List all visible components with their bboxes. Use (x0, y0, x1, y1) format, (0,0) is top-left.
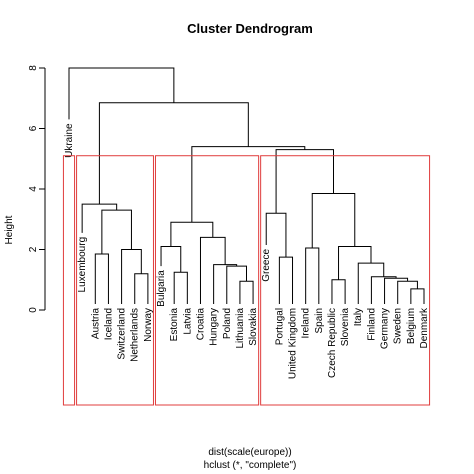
x-axis-label-line1: dist(scale(europe)) (208, 447, 291, 458)
leaf-label: Sweden (393, 308, 404, 344)
dendrogram-link-16 (410, 288, 425, 304)
y-axis-label: Height (4, 215, 15, 244)
leaf-label: United Kingdom (288, 308, 299, 379)
leaf-label: Belgium (406, 308, 417, 344)
dendrogram-link-22 (311, 193, 356, 248)
leaf-label: Luxembourg (77, 237, 88, 293)
chart-title: Cluster Dendrogram (187, 21, 313, 36)
dendrogram-link-7 (239, 280, 254, 304)
leaf-label: Denmark (419, 307, 430, 349)
dendrogram-link-15 (331, 279, 346, 304)
leaf-label: Germany (380, 308, 391, 349)
dendrogram-link-14 (305, 247, 320, 304)
leaf-label: Austria (90, 308, 101, 340)
cluster-box-3 (154, 155, 260, 406)
leaf-label: Croatia (195, 308, 206, 341)
leaf-label: Portugal (274, 308, 285, 345)
dendrogram-link-19 (370, 276, 397, 304)
y-tick-label: 8 (28, 65, 39, 71)
leaf-label: Ukraine (64, 123, 75, 158)
leaf-label: Switzerland (117, 308, 128, 360)
dendrogram-link-8 (226, 265, 247, 304)
dendrogram-link-26 (68, 67, 175, 120)
cluster-boxes (62, 155, 431, 406)
cluster-box-1 (62, 155, 76, 406)
dendrogram-link-0 (94, 253, 109, 304)
leaf-label: Czech Republic (327, 308, 338, 378)
dendrogram-link-6 (160, 245, 182, 273)
y-tick-label: 4 (28, 186, 39, 192)
leaf-label: Poland (222, 308, 233, 339)
dendrogram-link-11 (170, 221, 214, 247)
dendrogram-link-17 (397, 280, 418, 304)
dendrogram-link-24 (191, 146, 306, 223)
dendrogram-link-2 (121, 249, 142, 304)
cluster-box-2 (76, 155, 154, 406)
leaf-label: Spain (314, 308, 325, 334)
leaf-label: Lithuania (235, 308, 246, 349)
leaf-label: Ireland (301, 308, 312, 339)
dendrogram-link-9 (213, 264, 238, 304)
leaf-label: Greece (261, 249, 272, 282)
leaf-label: Slovakia (248, 308, 259, 346)
y-tick-label: 0 (28, 307, 39, 313)
x-axis-label-line2: hclust (*, "complete") (204, 460, 297, 471)
dendrogram-link-23 (275, 149, 335, 214)
dendrogram-link-12 (278, 256, 294, 304)
y-tick-label: 2 (28, 246, 39, 252)
dendrogram-link-1 (134, 273, 149, 304)
leaf-label: Hungary (209, 308, 220, 346)
dendrogram-links (68, 67, 425, 304)
dendrogram-link-4 (81, 203, 118, 233)
y-tick-label: 6 (28, 125, 39, 131)
leaf-label: Bulgaria (156, 270, 167, 307)
leaf-label: Finland (366, 308, 377, 341)
leaf-label: Latvia (182, 308, 193, 335)
leaf-label: Italy (353, 308, 364, 326)
dendrogram-link-3 (101, 209, 132, 255)
leaf-label: Netherlands (130, 308, 141, 362)
y-axis: 0 2 4 6 8 (28, 65, 46, 313)
leaf-label: Norway (143, 308, 154, 342)
dendrogram-link-25 (98, 102, 249, 205)
leaf-label: Iceland (103, 308, 114, 340)
dendrogram-link-18 (384, 277, 409, 304)
dendrogram-link-10 (199, 236, 226, 304)
leaf-label: Slovenia (340, 308, 351, 347)
dendrogram-link-5 (173, 271, 188, 304)
cluster-box-4 (260, 155, 431, 406)
leaf-labels: Ukraine Luxembourg Austria Iceland Switzerla… (64, 123, 430, 379)
leaf-label: Estonia (169, 308, 180, 342)
